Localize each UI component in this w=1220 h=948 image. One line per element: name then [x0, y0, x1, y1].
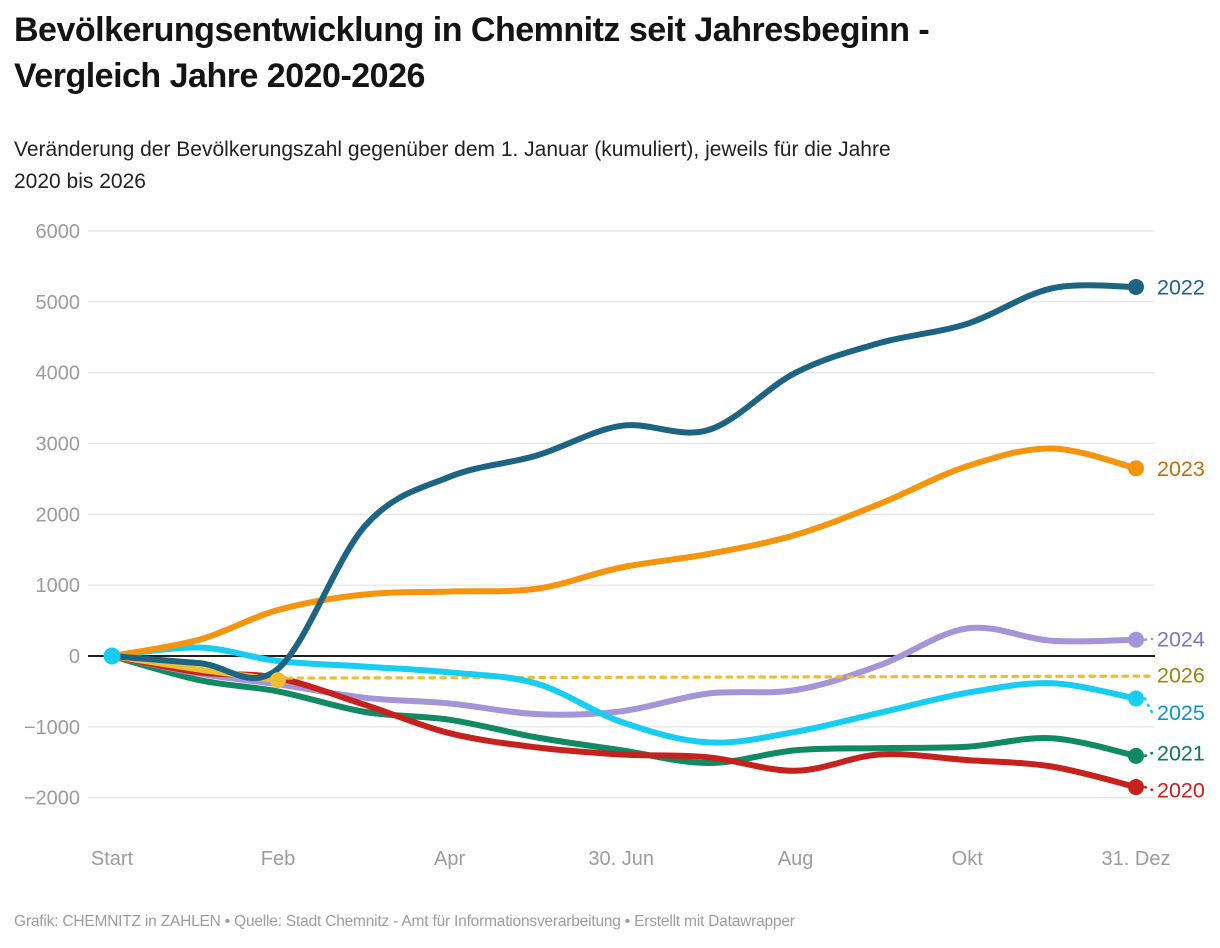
x-tick-label: Aug — [778, 848, 814, 870]
series-2021-end-dot — [1128, 747, 1144, 764]
chart-subtitle: Veränderung der Bevölkerungszahl gegenüb… — [14, 138, 891, 193]
x-tick-label: 30. Jun — [588, 848, 654, 870]
x-tick-label: Start — [91, 848, 134, 870]
series-2025-label-connector — [1143, 697, 1154, 714]
y-tick-label: −1000 — [24, 717, 80, 739]
y-tick-label: 5000 — [36, 292, 81, 314]
x-tick-label: Apr — [434, 848, 465, 870]
series-2025-start-dot — [103, 647, 121, 665]
series-2021-label: 2021 — [1157, 742, 1205, 766]
series-2022-end-dot — [1128, 278, 1144, 295]
series-2025-label: 2025 — [1157, 701, 1205, 725]
series-2020-label-connector — [1143, 785, 1154, 792]
series-2026-label: 2026 — [1157, 664, 1205, 688]
series-2026-projection-line — [285, 674, 1151, 680]
chart-title: Bevölkerungsentwicklung in Chemnitz seit… — [14, 11, 930, 95]
series-2020-label: 2020 — [1157, 778, 1205, 802]
series-2025-line — [109, 644, 1139, 746]
series-2026-end-dot — [269, 672, 286, 689]
series-2024-label-connector — [1143, 637, 1154, 642]
series-2024-end-dot — [1128, 631, 1144, 648]
series-2020-end-dot — [1128, 779, 1144, 796]
series-2023-line — [109, 445, 1139, 659]
series-2025-end-dot — [1128, 690, 1144, 707]
x-tick-label: Feb — [261, 848, 295, 870]
series-lines — [109, 282, 1151, 790]
series-2022-label: 2022 — [1157, 275, 1205, 299]
x-tick-label: Okt — [952, 848, 984, 870]
y-tick-label: 0 — [69, 646, 80, 668]
series-2024-label: 2024 — [1157, 628, 1205, 652]
y-tick-label: 1000 — [36, 575, 81, 597]
series-2021-label-connector — [1143, 751, 1154, 758]
series-markers-and-labels: 2021 2024 2020 2026 2025 2023 2022 — [103, 275, 1205, 802]
chart-attribution: Grafik: CHEMNITZ in ZAHLEN • Quelle: Sta… — [14, 913, 795, 930]
y-tick-label: 2000 — [36, 504, 81, 526]
y-tick-label: −2000 — [24, 788, 80, 810]
x-axis: Start Feb Apr 30. Jun Aug Okt 31. Dez — [91, 848, 1171, 870]
y-tick-label: 4000 — [36, 363, 81, 385]
y-tick-label: 6000 — [36, 221, 81, 243]
series-2022-line — [109, 282, 1139, 682]
line-chart: 6000 5000 4000 3000 2000 1000 0 −1000 −2000 Start… — [24, 221, 1205, 870]
grid-and-y-axis: 6000 5000 4000 3000 2000 1000 0 −1000 −2000 — [24, 221, 1155, 810]
series-2023-end-dot — [1128, 460, 1144, 477]
x-tick-label: 31. Dez — [1102, 848, 1171, 870]
y-tick-label: 3000 — [36, 434, 81, 456]
series-2024-line — [109, 624, 1139, 718]
series-2021-line — [109, 653, 1139, 766]
series-2023-label: 2023 — [1157, 457, 1205, 481]
